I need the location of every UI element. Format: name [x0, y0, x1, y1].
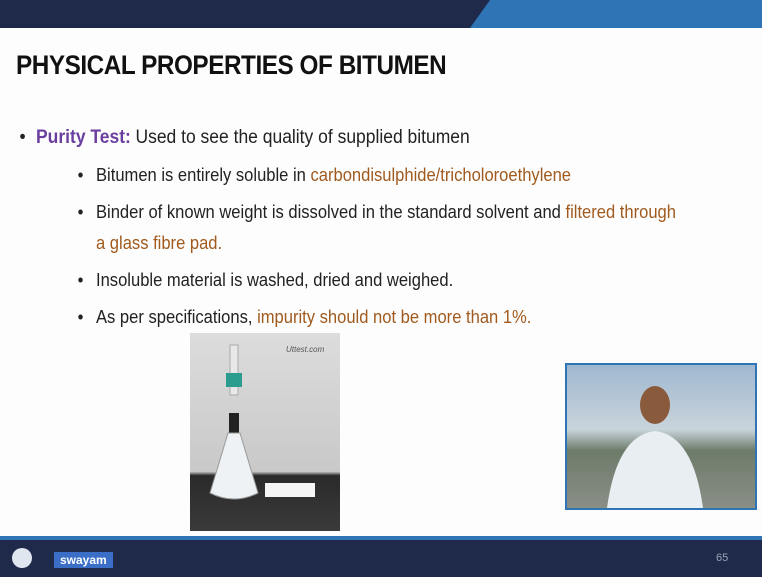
image-caption: Uttest.com [286, 345, 325, 354]
emblem [12, 548, 32, 568]
bullet-dot: • [77, 270, 84, 290]
speaker-video [565, 363, 757, 510]
sub-bullets: • Bitumen is entirely soluble in carbondis… [78, 160, 685, 339]
bullet-dot: • [77, 202, 84, 222]
bottom-bar [0, 540, 762, 577]
sub-bullet: • Bitumen is entirely soluble in carbondis… [78, 160, 685, 191]
logo: swayam [54, 552, 113, 568]
sub-bullet-highlight: impurity should not be more than 1%. [257, 307, 532, 327]
slide-title: PHYSICAL PROPERTIES OF BITUMEN [16, 50, 447, 80]
sub-bullet-text: As per specifications, [96, 307, 253, 327]
speaker-figure [607, 386, 703, 508]
sub-bullet-text: Bitumen is entirely soluble in [96, 165, 306, 185]
sub-bullet-highlight: filtered through a glass fibre pad. [96, 202, 676, 253]
bottom-line [0, 536, 762, 540]
bullet-dot: • [77, 165, 84, 185]
sub-bullet-text: Insoluble material is washed, dried and … [96, 270, 454, 290]
sub-bullet: • Insoluble material is washed, dried and… [78, 265, 685, 296]
top-bar-accent [470, 0, 762, 28]
page-number: 65 [716, 552, 729, 564]
apparatus-drawing [209, 344, 315, 500]
sub-bullet: • Binder of known weight is dissolved in … [78, 197, 685, 259]
top-bar [0, 0, 762, 28]
sub-bullet-text: Binder of known weight is dissolved in t… [96, 202, 561, 222]
apparatus-photo [190, 333, 340, 531]
sub-bullet-highlight: carbondisulphide/tricholoroethylene [310, 165, 572, 185]
bullet-label: Purity Test: [36, 127, 131, 148]
bullet-dot: • [77, 307, 84, 327]
bullet-dot: • [19, 127, 26, 148]
sub-bullet: • As per specifications, impurity should n… [78, 302, 685, 333]
main-bullet: • Purity Test: Used to see the quality of… [19, 127, 470, 149]
bullet-text: Used to see the quality of supplied bitu… [135, 127, 470, 148]
